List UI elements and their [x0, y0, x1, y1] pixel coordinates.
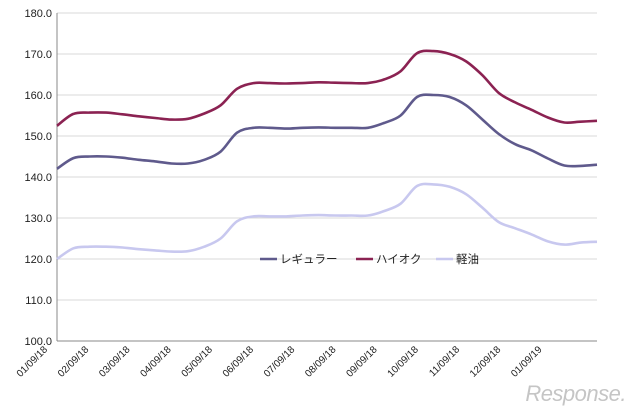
y-axis-ticks: 100.0 110.0 120.0 130.0 140.0 150.0 160.0 170.0… — [24, 8, 52, 348]
x-tick-label: 07/09/18 — [262, 344, 298, 380]
legend-label: ハイオク — [376, 253, 422, 266]
legend-label: 軽油 — [456, 252, 479, 266]
x-tick-label: 10/09/18 — [386, 344, 422, 380]
y-tick-label: 180.0 — [24, 8, 52, 20]
x-tick-label: 05/09/18 — [180, 344, 216, 380]
y-tick-label: 160.0 — [24, 90, 52, 102]
x-tick-label: 01/09/19 — [509, 344, 545, 380]
y-tick-label: 120.0 — [24, 254, 52, 266]
response-watermark: Response. — [525, 381, 626, 406]
series-lines — [56, 49, 598, 261]
y-tick-label: 130.0 — [24, 213, 52, 225]
x-tick-label: 09/09/18 — [344, 344, 380, 380]
x-tick-label: 11/09/18 — [427, 344, 462, 379]
x-tick-label: 08/09/18 — [303, 344, 339, 380]
x-axis-ticks: 01/09/18 02/09/18 03/09/18 04/09/18 05/09/18… — [15, 344, 545, 380]
y-tick-label: 170.0 — [24, 49, 52, 61]
legend-label: レギュラー — [280, 253, 338, 266]
x-tick-label: 03/09/18 — [97, 344, 133, 380]
y-tick-label: 110.0 — [25, 295, 52, 307]
y-tick-label: 140.0 — [24, 172, 52, 184]
y-tick-label: 150.0 — [24, 131, 52, 143]
x-tick-label: 02/09/18 — [56, 344, 92, 380]
legend: レギュラー ハイオク 軽油 — [260, 252, 479, 266]
x-tick-label: 01/09/18 — [15, 344, 51, 380]
y-tick-label: 100.0 — [24, 336, 52, 348]
series-line-2 — [56, 182, 598, 261]
series-line-1 — [56, 49, 598, 127]
series-line-0 — [56, 93, 598, 170]
x-tick-label: 12/09/18 — [468, 344, 504, 380]
x-tick-label: 04/09/18 — [138, 344, 174, 380]
x-tick-label: 06/09/18 — [221, 344, 257, 380]
gridlines — [57, 12, 597, 301]
